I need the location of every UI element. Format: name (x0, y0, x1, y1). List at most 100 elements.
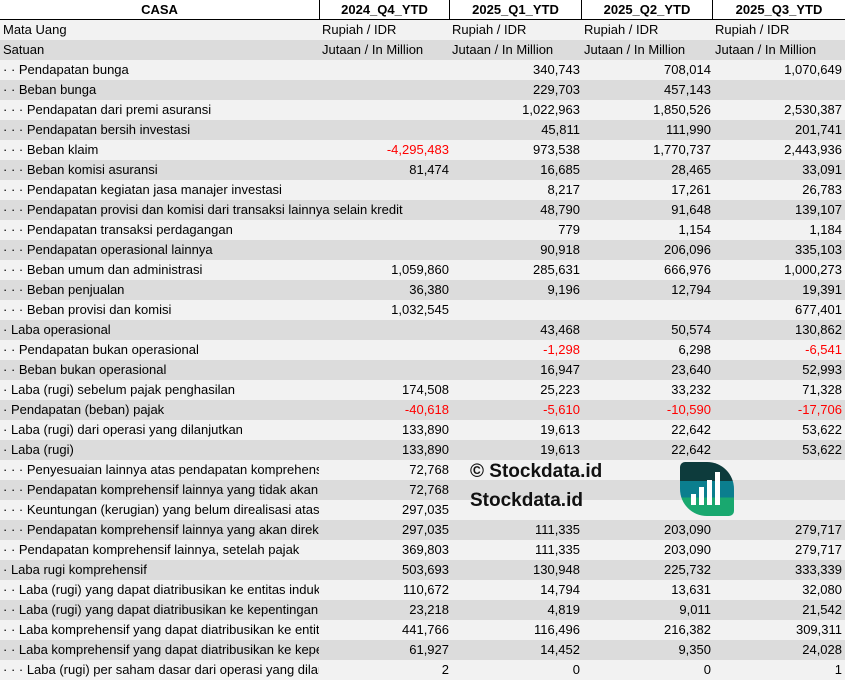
cell-value: 25,223 (540, 382, 580, 397)
header-period[interactable]: 2025_Q2_YTD (582, 0, 713, 19)
cell-value: 17,261 (671, 182, 711, 197)
table-row: · · · Keuntungan (kerugian) yang belum d… (0, 500, 845, 520)
row-label: · Laba operasional (3, 322, 111, 337)
cell-value: 23,218 (409, 602, 449, 617)
row-label: · · · Beban penjualan (3, 282, 125, 297)
table-row: · · · Beban komisi asuransi 81,474 16,685 2… (0, 160, 845, 180)
cell-value: 28,465 (671, 162, 711, 177)
cell-value: 335,103 (795, 242, 842, 257)
cell-value: 174,508 (402, 382, 449, 397)
cell-value: 9,196 (547, 282, 580, 297)
cell-value: 1,850,526 (653, 102, 711, 117)
watermark-logo-text: Stockdata.id (470, 490, 583, 511)
header-title: CASA (0, 0, 320, 19)
header-period[interactable]: 2025_Q3_YTD (735, 2, 823, 17)
cell-value: 1,059,860 (391, 262, 449, 277)
cell-value: 1,000,273 (784, 262, 842, 277)
cell-value: 50,574 (671, 322, 711, 337)
cell-value: 24,028 (802, 642, 842, 657)
cell-value: 19,613 (540, 442, 580, 457)
cell-value: 22,642 (671, 422, 711, 437)
cell-value: 279,717 (795, 522, 842, 537)
table-row: · · · Pendapatan bersih investasi 45,811 1… (0, 120, 845, 140)
table-row: · · · Beban provisi dan komisi 1,032,545 6… (0, 300, 845, 320)
cell-value: 0 (572, 662, 580, 677)
cell-value: 139,107 (795, 202, 842, 217)
cell-value: 285,631 (533, 262, 580, 277)
row-label: · · · Pendapatan operasional lainnya (3, 242, 213, 257)
cell-value: 19,391 (802, 282, 842, 297)
row-label: · · Pendapatan komprehensif lainnya, set… (3, 542, 300, 557)
row-label: · · · Pendapatan transaksi perdagangan (3, 222, 233, 237)
cell-value: 133,890 (402, 422, 449, 437)
cell-value: 16,947 (540, 362, 580, 377)
cell-value: 91,648 (671, 202, 711, 217)
row-label: · · · Pendapatan komprehensif lainnya ya… (3, 522, 319, 537)
cell-value: 52,993 (802, 362, 842, 377)
row-label: · Pendapatan (beban) pajak (3, 402, 165, 417)
cell-value: 33,091 (802, 162, 842, 177)
meta-value: Jutaan / In Million (584, 42, 686, 57)
cell-value: 61,927 (409, 642, 449, 657)
cell-value: 32,080 (802, 582, 842, 597)
cell-value: 9,011 (679, 602, 711, 617)
table-row: · · · Pendapatan komprehensif lainnya ya… (0, 480, 845, 500)
row-label: · · · Penyesuaian lainnya atas pendapata… (3, 462, 319, 477)
meta-value: Rupiah / IDR (715, 22, 790, 37)
cell-value: 340,743 (533, 62, 580, 77)
row-label: · · · Pendapatan provisi dan komisi dari… (3, 202, 403, 217)
cell-value: 309,311 (795, 622, 842, 637)
cell-value: 116,496 (533, 622, 580, 637)
cell-value: -10,590 (666, 402, 711, 417)
row-label: · · Laba komprehensif yang dapat diatrib… (3, 642, 319, 657)
cell-value: 130,948 (533, 562, 580, 577)
cell-value: 110,672 (402, 582, 449, 597)
meta-value: Jutaan / In Million (715, 42, 817, 57)
table-row: · · Pendapatan bunga 340,743 708,014 1,070,… (0, 60, 845, 80)
table-row: · · · Pendapatan dari premi asuransi 1,02… (0, 100, 845, 120)
table-row: · · Beban bunga 229,703 457,143 (0, 80, 845, 100)
cell-value: 53,622 (802, 422, 842, 437)
cell-value: 53,622 (802, 442, 842, 457)
cell-value: 43,468 (540, 322, 580, 337)
cell-value: 111,335 (534, 542, 580, 557)
cell-value: 133,890 (402, 442, 449, 457)
row-label: · · Beban bunga (3, 82, 97, 97)
cell-value: 666,976 (664, 262, 711, 277)
cell-value: 1,184 (809, 222, 842, 237)
cell-value: 973,538 (533, 142, 580, 157)
row-label: · · · Pendapatan kegiatan jasa manajer i… (3, 182, 282, 197)
table-row: · · · Pendapatan operasional lainnya 90,9… (0, 240, 845, 260)
cell-value: 0 (703, 662, 711, 677)
cell-value: 1,154 (678, 222, 711, 237)
cell-value: 6,298 (678, 342, 711, 357)
cell-value: 2,443,936 (784, 142, 842, 157)
meta-row: Mata Uang Rupiah / IDR Rupiah / IDR Rupiah … (0, 20, 845, 40)
row-label: · Laba (rugi) (3, 442, 74, 457)
table-row: · · Laba komprehensif yang dapat diatrib… (0, 620, 845, 640)
header-period[interactable]: 2025_Q1_YTD (450, 0, 582, 19)
cell-value: 677,401 (795, 302, 842, 317)
watermark-copyright: © Stockdata.id (470, 461, 603, 482)
cell-value: 19,613 (540, 422, 580, 437)
cell-value: 279,717 (795, 542, 842, 557)
cell-value: 48,790 (540, 202, 580, 217)
header-period[interactable]: 2024_Q4_YTD (320, 0, 450, 19)
cell-value: -17,706 (797, 402, 842, 417)
cell-value: 72,768 (409, 462, 449, 477)
table-row: · · · Pendapatan kegiatan jasa manajer i… (0, 180, 845, 200)
cell-value: 779 (558, 222, 580, 237)
cell-value: 203,090 (664, 542, 711, 557)
row-label: · · Pendapatan bukan operasional (3, 342, 199, 357)
cell-value: 1,032,545 (391, 302, 449, 317)
table-row: · · · Laba (rugi) per saham dasar dari o… (0, 660, 845, 680)
cell-value: 90,918 (540, 242, 580, 257)
meta-value: Jutaan / In Million (322, 42, 424, 57)
stockdata-logo-icon (680, 462, 734, 516)
cell-value: 369,803 (402, 542, 449, 557)
table-row: · Laba rugi komprehensif 503,693 130,948 22… (0, 560, 845, 580)
cell-value: 1 (834, 662, 842, 677)
row-label: · · · Beban klaim (3, 142, 99, 157)
row-label: · · · Pendapatan komprehensif lainnya ya… (3, 482, 319, 497)
table-row: · · Pendapatan komprehensif lainnya, set… (0, 540, 845, 560)
